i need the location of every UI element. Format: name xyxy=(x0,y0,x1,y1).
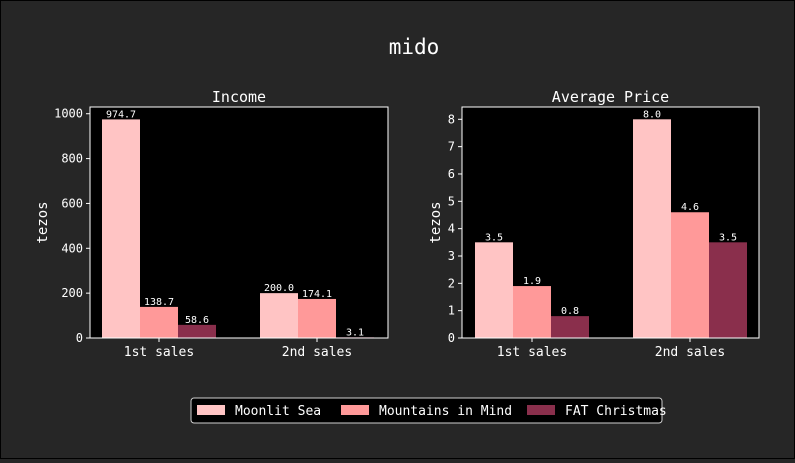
y-tick-label: 200 xyxy=(61,286,83,300)
data-label-2-1-3: 0.8 xyxy=(561,306,579,317)
data-label-1-2-1: 200.0 xyxy=(264,283,294,294)
data-label-1-2-3: 3.1 xyxy=(346,327,364,338)
y-tick-label: 2 xyxy=(448,276,455,290)
bar-1-1-1 xyxy=(102,119,140,339)
subplot-title: Income xyxy=(212,88,266,106)
y-tick-label: 6 xyxy=(448,167,455,181)
data-label-2-2-3: 3.5 xyxy=(719,232,737,243)
y-tick-label: 5 xyxy=(448,194,455,208)
y-tick-label: 1000 xyxy=(54,107,83,121)
bar-2-1-3 xyxy=(551,316,589,338)
y-axis-label: tezos xyxy=(428,201,444,243)
y-tick-label: 3 xyxy=(448,249,455,263)
bar-2-1-1 xyxy=(475,242,513,338)
y-tick-label: 800 xyxy=(61,152,83,166)
subplot-title: Average Price xyxy=(552,88,669,106)
y-tick-label: 0 xyxy=(76,331,83,345)
legend-swatch-2 xyxy=(341,405,369,415)
bar-2-1-2 xyxy=(513,286,551,338)
bar-2-2-2 xyxy=(671,212,709,338)
x-tick-label: 2nd sales xyxy=(282,345,352,360)
y-tick-label: 7 xyxy=(448,140,455,154)
data-label-1-1-3: 58.6 xyxy=(185,315,209,326)
y-axis-label: tezos xyxy=(35,201,51,243)
data-label-2-1-2: 1.9 xyxy=(523,276,541,287)
data-label-2-1-1: 3.5 xyxy=(485,232,503,243)
y-tick-label: 600 xyxy=(61,196,83,210)
legend-swatch-3 xyxy=(527,405,555,415)
bar-1-1-2 xyxy=(140,306,178,338)
bar-1-2-2 xyxy=(298,298,336,338)
x-tick-label: 2nd sales xyxy=(655,345,725,360)
y-tick-label: 0 xyxy=(448,331,455,345)
data-label-2-2-1: 8.0 xyxy=(643,109,661,120)
y-tick-label: 8 xyxy=(448,112,455,126)
legend-entry: Mountains in Mind xyxy=(379,404,512,419)
x-tick-label: 1st sales xyxy=(124,345,194,360)
legend-entry: FAT Christmas xyxy=(565,404,667,419)
y-tick-label: 400 xyxy=(61,241,83,255)
data-label-1-1-1: 974.7 xyxy=(106,109,136,120)
y-tick-label: 4 xyxy=(448,222,455,236)
figure-title: mido xyxy=(389,35,440,59)
plot-frame-1 xyxy=(89,106,389,339)
data-label-1-1-2: 138.7 xyxy=(144,297,174,308)
legend-entry: Moonlit Sea xyxy=(235,404,321,419)
bar-2-2-3 xyxy=(709,242,747,338)
bar-1-1-3 xyxy=(178,324,216,338)
bar-2-2-1 xyxy=(633,119,671,338)
x-tick-label: 1st sales xyxy=(497,345,567,360)
bar-1-2-1 xyxy=(260,293,298,338)
legend-box xyxy=(190,397,663,424)
data-label-1-2-2: 174.1 xyxy=(302,289,332,300)
plot-frame-2 xyxy=(461,106,760,339)
legend-swatch-1 xyxy=(197,405,225,415)
y-tick-label: 1 xyxy=(448,304,455,318)
data-label-2-2-2: 4.6 xyxy=(681,202,699,213)
